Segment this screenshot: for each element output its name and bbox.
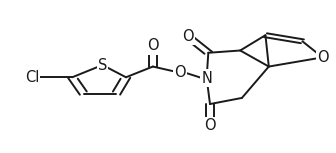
Text: O: O [204, 118, 216, 133]
Text: N: N [201, 71, 212, 86]
Text: S: S [98, 58, 107, 73]
Text: O: O [182, 29, 194, 44]
Text: O: O [174, 65, 185, 80]
Text: O: O [317, 50, 328, 65]
Text: Cl: Cl [25, 70, 39, 85]
Text: O: O [147, 38, 159, 53]
